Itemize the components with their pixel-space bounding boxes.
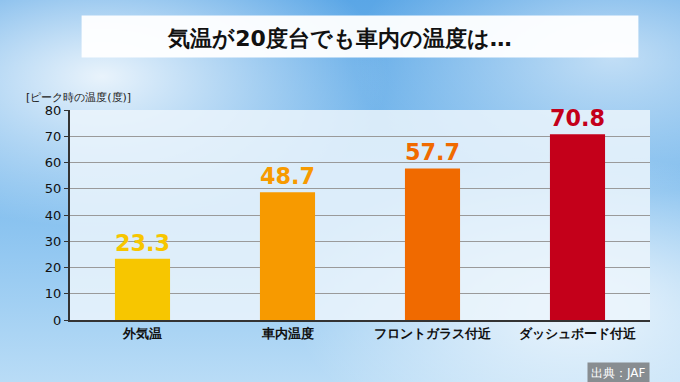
svg-text:60: 60 (45, 155, 62, 170)
svg-text:70: 70 (45, 129, 62, 144)
svg-text:80: 80 (45, 103, 62, 118)
svg-text:ダッシュボード付近: ダッシュボード付近 (519, 326, 637, 341)
svg-text:10: 10 (45, 286, 62, 301)
svg-text:気温が20度台でも車内の温度は…: 気温が20度台でも車内の温度は… (167, 26, 512, 51)
svg-text:30: 30 (45, 234, 62, 249)
svg-text:[ピーク時の温度(度)]: [ピーク時の温度(度)] (26, 91, 131, 104)
svg-text:40: 40 (45, 208, 62, 223)
svg-text:70.8: 70.8 (550, 105, 605, 131)
svg-text:フロントガラス付近: フロントガラス付近 (374, 326, 492, 341)
svg-text:23.3: 23.3 (115, 230, 170, 256)
svg-text:20: 20 (45, 260, 62, 275)
svg-text:57.7: 57.7 (405, 139, 460, 165)
svg-text:0: 0 (53, 313, 61, 328)
svg-text:48.7: 48.7 (260, 163, 315, 189)
svg-text:外気温: 外気温 (122, 326, 162, 341)
svg-text:50: 50 (45, 181, 62, 196)
svg-text:車内温度: 車内温度 (261, 326, 314, 341)
svg-text:出典：JAF: 出典：JAF (591, 366, 646, 380)
